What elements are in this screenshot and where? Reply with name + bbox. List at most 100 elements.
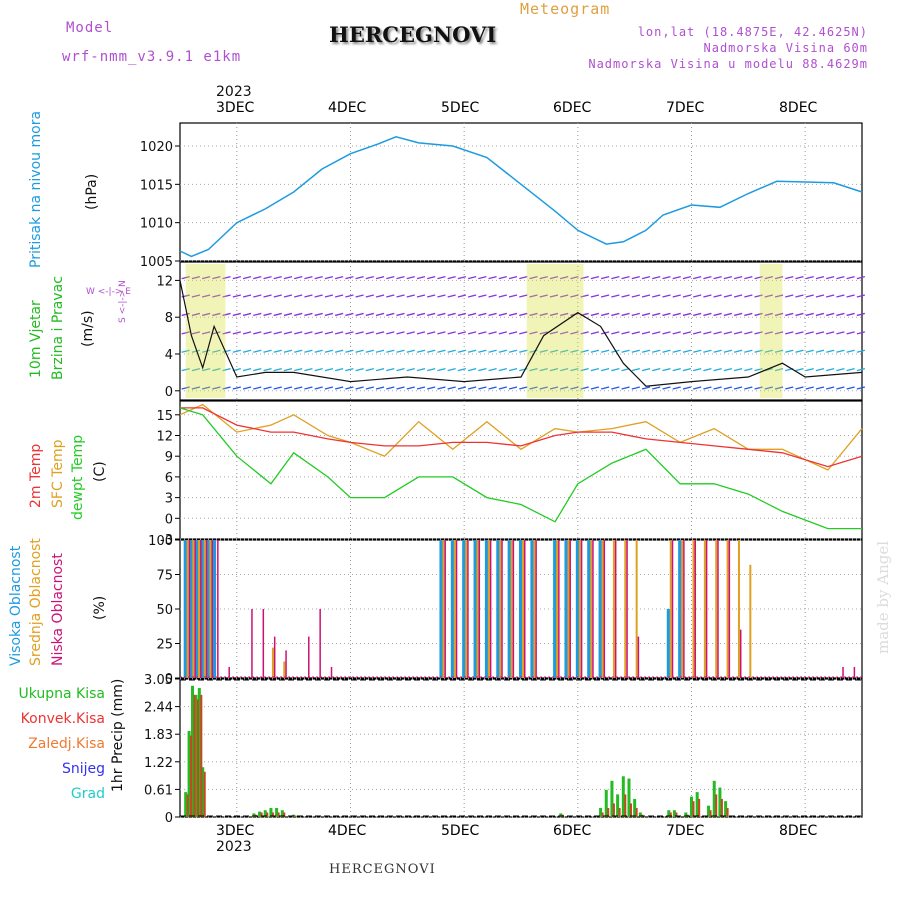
convective-precip-bar [294, 815, 297, 817]
wind-arrow [273, 312, 282, 317]
wind-arrow [273, 349, 282, 353]
wind-arrow [447, 368, 456, 372]
wind-arrow [611, 331, 620, 335]
wind-arrow [662, 349, 671, 353]
wind-arrow [314, 331, 323, 335]
wind-arrow [457, 349, 467, 353]
total-precip-bar [280, 810, 284, 817]
wind-arrow [846, 312, 855, 317]
convective-precip-bar [618, 807, 621, 817]
mid-cloud-bar [726, 540, 729, 678]
wind-arrow [355, 294, 364, 298]
wind-arrow [406, 276, 415, 280]
wind-arrow [294, 349, 303, 353]
total-precip-bar [672, 810, 676, 817]
dewpoint-line [179, 407, 862, 530]
wind-arrow [805, 386, 814, 390]
wind-arrow [232, 294, 241, 298]
wind-arrow [733, 386, 743, 390]
wind-arrow [744, 368, 753, 372]
wind-arrow [467, 312, 477, 317]
wind-arrow [242, 368, 252, 372]
low-cloud-bar [603, 540, 606, 678]
wind-arrow [590, 312, 600, 317]
low-cloud-bar [319, 609, 321, 678]
low-cloud-bar [580, 540, 583, 678]
mid-cloud-bar [283, 661, 286, 678]
wind-arrow [785, 294, 794, 298]
wind-arrow [580, 331, 589, 335]
wind-arrow [549, 386, 559, 390]
wind-arrow [519, 331, 528, 335]
wind-arrow [222, 349, 231, 353]
wind-arrow [294, 294, 303, 298]
panel-frame [179, 261, 863, 401]
wind-arrow [703, 276, 712, 280]
wind-arrow [785, 312, 794, 317]
low-cloud-bar [308, 636, 310, 678]
wind-arrow [427, 294, 436, 298]
total-precip-bar [684, 812, 688, 817]
top-day-label: 4DEC [328, 100, 367, 116]
wind-arrow [682, 312, 692, 317]
wind-arrow [641, 386, 651, 390]
wind-arrow [283, 386, 293, 390]
low-cloud-bar [285, 650, 287, 678]
wind-arrow [375, 312, 385, 317]
altitude-label: Nadmorska Visina 60m [703, 41, 868, 55]
convective-precip-bar [271, 812, 274, 817]
wind-arrow [600, 349, 610, 353]
wind-arrow [416, 368, 426, 372]
wind-arrow [283, 276, 293, 280]
mid-cloud-bar [749, 564, 752, 678]
wind-arrow [846, 331, 855, 335]
wind-arrow [744, 294, 753, 298]
y-tick-label: 1005 [140, 255, 173, 270]
wind-arrow [764, 312, 773, 317]
wind-arrow [437, 312, 446, 317]
top-day-label: 8DEC [779, 100, 818, 116]
panel-4: 0 0.61 1.22 1.83 2.44 3.05 [144, 673, 863, 826]
wind-arrow [611, 312, 620, 317]
y-tick-label: 3 [165, 492, 173, 507]
convective-precip-bar [698, 798, 701, 817]
wind-arrow [836, 386, 845, 390]
wind-arrow [733, 368, 743, 372]
wind-arrow [529, 276, 538, 280]
wind-arrow [263, 331, 272, 335]
wind-arrow [744, 312, 753, 317]
wind-arrow [334, 312, 344, 317]
wind-arrow [396, 386, 405, 390]
wind-arrow [754, 368, 763, 372]
convective-precip-bar [675, 812, 678, 817]
wind-arrow [631, 294, 640, 298]
mid-cloud-bar [601, 540, 604, 678]
wind-arrow [733, 294, 743, 298]
wind-arrow [273, 276, 282, 280]
wind-arrow [826, 276, 835, 280]
wind-arrow [427, 386, 436, 390]
wind-arrow [815, 294, 825, 298]
wind-arrow [242, 312, 252, 317]
wind-arrow [519, 386, 528, 390]
wind-arrow [345, 368, 354, 372]
wind-arrow [611, 368, 620, 372]
pressure-line [179, 136, 863, 258]
wind-arrow [181, 312, 190, 317]
low-cloud-bar [728, 540, 731, 678]
convective-precip-bar [203, 771, 206, 817]
wind-arrow [856, 368, 866, 372]
wind-arrow [242, 331, 252, 335]
wind-arrow [549, 294, 559, 298]
wind-arrow [212, 368, 221, 372]
mid-cloud-bar [209, 540, 212, 678]
wind-arrow [723, 294, 733, 298]
wind-arrow [539, 386, 548, 390]
mid-cloud-bar [499, 540, 502, 678]
wind-arrow [181, 386, 190, 390]
wind-arrow [191, 386, 201, 390]
wind-arrow [600, 386, 610, 390]
wind-arrow [467, 368, 477, 372]
wind-arrow [488, 312, 497, 317]
wind-arrow [785, 331, 794, 335]
